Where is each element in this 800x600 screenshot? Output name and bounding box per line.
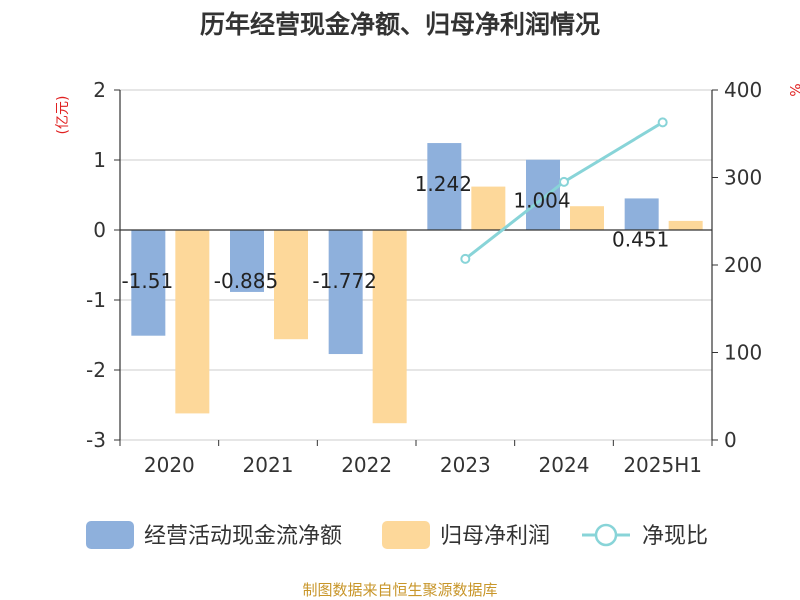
x-tick-label: 2024	[539, 453, 590, 477]
cashflow-bar	[230, 230, 264, 292]
y-right-tick-label: 200	[724, 253, 762, 277]
ratio-line-group	[460, 117, 668, 264]
legend-swatch	[86, 521, 134, 549]
x-tick-label: 2025H1	[623, 453, 702, 477]
cashflow-data-label: -0.885	[214, 269, 278, 293]
legend-label: 经营活动现金流净额	[144, 524, 342, 549]
cashflow-bar	[427, 143, 462, 230]
netprofit-bar	[274, 230, 308, 340]
netprofit-bar	[570, 206, 604, 230]
legend-marker	[594, 523, 618, 547]
y-left-tick-label: 2	[93, 78, 106, 102]
data-labels: -1.51 -0.885 -1.772 1.242 1.004 0.451	[121, 172, 669, 293]
bars-group	[131, 143, 703, 424]
x-tick-label: 2023	[440, 453, 491, 477]
x-tick-label: 2022	[341, 453, 392, 477]
y-left-tick-label: -3	[86, 428, 106, 452]
axes: 2 1 0 -1 -2 -3 400 300 200 100 0 2020 2021 2022 2023 20…	[86, 78, 762, 477]
cashflow-data-label: -1.51	[121, 269, 173, 293]
cashflow-bar	[131, 230, 166, 336]
y-left-tick-label: -2	[86, 358, 106, 382]
cashflow-bar	[526, 159, 560, 230]
x-tick-label: 2021	[243, 453, 294, 477]
cashflow-data-label: 1.004	[513, 189, 570, 213]
x-tick-label: 2020	[144, 453, 195, 477]
legend-label: 归母净利润	[440, 524, 550, 549]
y-left-tick-label: 1	[93, 148, 106, 172]
netprofit-bar	[668, 220, 703, 230]
cashflow-data-label: 0.451	[612, 227, 669, 251]
ratio-point	[559, 176, 569, 187]
legend: 经营活动现金流净额 归母净利润 净现比	[86, 521, 708, 549]
cashflow-data-label: -1.772	[312, 269, 376, 293]
netprofit-bar	[471, 186, 506, 230]
chart-title: 历年经营现金净额、归母净利润情况	[200, 10, 600, 39]
ratio-point	[460, 253, 471, 264]
y-left-tick-label: 0	[93, 218, 106, 242]
y-right-tick-label: 100	[724, 341, 762, 365]
y-right-tick-label: 0	[724, 428, 737, 452]
ratio-point	[657, 117, 668, 128]
legend-label: 净现比	[642, 524, 708, 549]
y-left-tick-label: -1	[86, 288, 106, 312]
y-left-unit: (亿元)	[55, 96, 71, 135]
cashflow-bar	[328, 230, 363, 355]
y-right-tick-label: 400	[724, 78, 762, 102]
netprofit-bar	[175, 230, 210, 414]
y-right-unit: %	[786, 83, 800, 96]
netprofit-bar	[372, 230, 407, 424]
cashflow-data-label: 1.242	[415, 172, 472, 196]
cashflow-bar	[624, 198, 659, 230]
source-note: 制图数据来自恒生聚源数据库	[302, 581, 497, 599]
legend-swatch	[382, 521, 430, 549]
y-right-tick-label: 300	[724, 166, 762, 190]
